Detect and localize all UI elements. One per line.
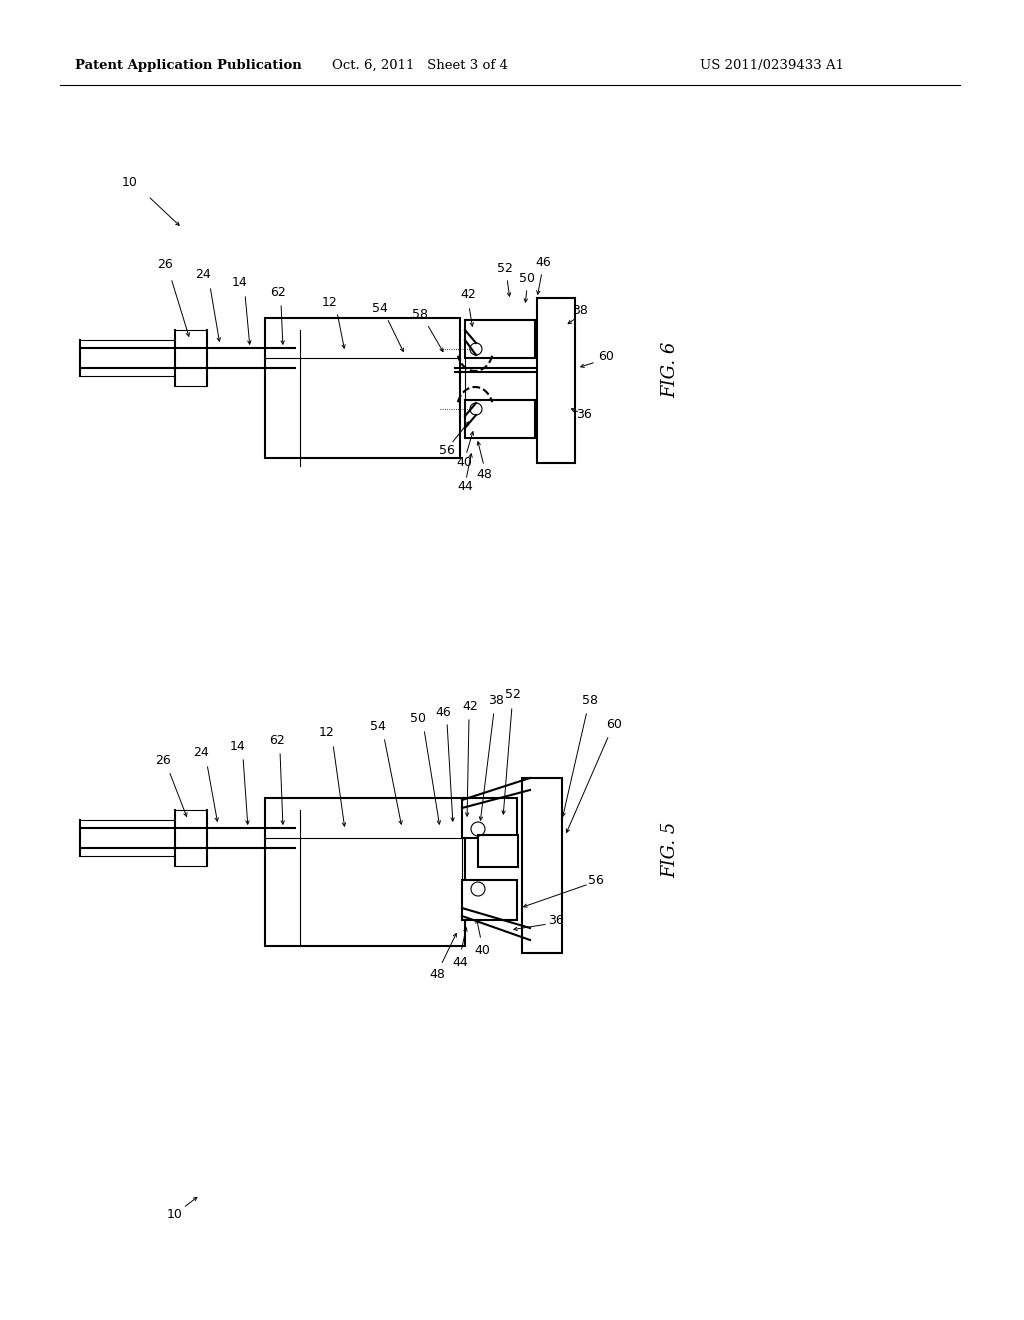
Text: 42: 42	[462, 700, 478, 713]
Bar	[537, 298, 575, 463]
Text: 14: 14	[232, 276, 248, 289]
Text: 42: 42	[460, 289, 476, 301]
Text: 50: 50	[410, 711, 426, 725]
Text: 52: 52	[497, 261, 513, 275]
Text: 14: 14	[230, 739, 246, 752]
Text: 60: 60	[606, 718, 622, 730]
Text: 36: 36	[577, 408, 592, 421]
Bar	[462, 880, 517, 920]
Text: 56: 56	[439, 444, 455, 457]
Text: 56: 56	[588, 874, 604, 887]
Text: 48: 48	[476, 467, 492, 480]
Bar	[478, 836, 518, 867]
Text: 36: 36	[548, 913, 564, 927]
Text: FIG. 6: FIG. 6	[662, 342, 679, 399]
Text: 50: 50	[519, 272, 535, 285]
Text: 38: 38	[572, 304, 588, 317]
Text: 54: 54	[372, 301, 388, 314]
Text: 40: 40	[456, 455, 472, 469]
Text: 46: 46	[536, 256, 551, 268]
Text: 62: 62	[269, 734, 285, 747]
Text: 52: 52	[505, 689, 521, 701]
Text: 44: 44	[453, 956, 468, 969]
Text: 54: 54	[370, 719, 386, 733]
Text: 24: 24	[196, 268, 211, 281]
Text: 58: 58	[582, 693, 598, 706]
Text: 10: 10	[122, 176, 138, 189]
Text: 12: 12	[323, 296, 338, 309]
Bar	[265, 318, 460, 458]
Text: 44: 44	[457, 480, 473, 494]
Text: 40: 40	[474, 944, 489, 957]
Text: US 2011/0239433 A1: US 2011/0239433 A1	[700, 58, 844, 71]
Text: Patent Application Publication: Patent Application Publication	[75, 58, 302, 71]
Bar	[465, 319, 535, 358]
Text: 26: 26	[157, 259, 173, 272]
Text: 10: 10	[167, 1209, 183, 1221]
Text: 24: 24	[194, 747, 209, 759]
Text: 46: 46	[435, 705, 451, 718]
Bar	[265, 799, 465, 946]
Text: 38: 38	[488, 693, 504, 706]
Text: 12: 12	[319, 726, 335, 739]
Text: 62: 62	[270, 285, 286, 298]
Text: 48: 48	[429, 969, 445, 982]
Text: Oct. 6, 2011   Sheet 3 of 4: Oct. 6, 2011 Sheet 3 of 4	[332, 58, 508, 71]
Text: FIG. 5: FIG. 5	[662, 822, 679, 878]
Bar	[465, 400, 535, 438]
Bar	[522, 777, 562, 953]
Bar	[462, 799, 517, 838]
Text: 58: 58	[412, 309, 428, 322]
Text: 26: 26	[155, 754, 171, 767]
Text: 60: 60	[598, 350, 614, 363]
